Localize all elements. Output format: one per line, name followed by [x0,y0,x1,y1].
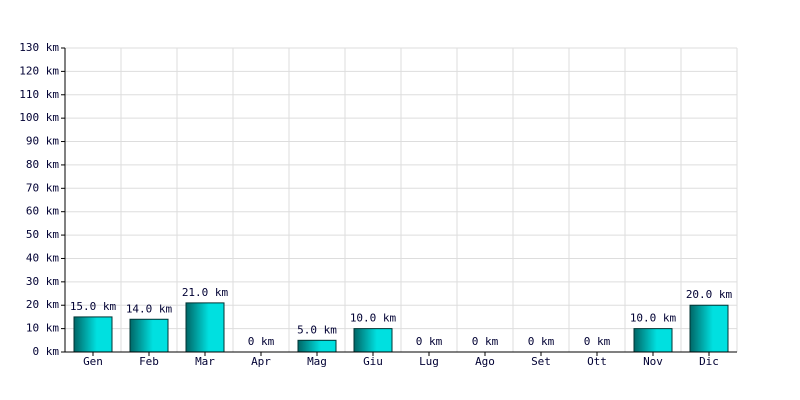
x-tick-label: Apr [251,355,271,368]
data-label: 20.0 km [686,288,733,301]
x-tick-label: Ott [587,355,607,368]
x-tick-label: Giu [363,355,383,368]
y-tick-label: 40 km [26,251,59,264]
y-tick-label: 60 km [26,205,59,218]
bar [353,328,393,353]
y-tick-label: 10 km [26,322,59,335]
y-tick-label: 100 km [19,111,59,124]
y-tick-label: 80 km [26,158,59,171]
bar [689,304,729,353]
y-tick-label: 30 km [26,275,59,288]
bar [633,328,673,353]
x-tick-label: Dic [699,355,719,368]
y-tick-label: 110 km [19,88,59,101]
x-tick-label: Feb [139,355,159,368]
y-tick-label: 90 km [26,135,59,148]
data-label: 0 km [248,335,275,348]
x-tick-label: Mag [307,355,327,368]
x-tick-label: Gen [83,355,103,368]
y-tick-label: 120 km [19,64,59,77]
data-label: 15.0 km [70,300,117,313]
y-tick-label: 130 km [19,41,59,54]
bar [129,318,169,353]
y-tick-label: 20 km [26,298,59,311]
x-tick-label: Lug [419,355,439,368]
data-label: 10.0 km [350,312,397,325]
bar [297,339,337,353]
y-tick-label: 50 km [26,228,59,241]
data-label: 5.0 km [297,323,337,336]
data-label: 0 km [416,335,443,348]
data-label: 0 km [472,335,499,348]
x-tick-label: Mar [195,355,215,368]
data-label: 0 km [584,335,611,348]
bar [185,302,225,353]
bar [73,316,113,353]
x-tick-label: Ago [475,355,495,368]
y-tick-label: 0 km [33,345,60,358]
y-tick-label: 70 km [26,181,59,194]
data-label: 21.0 km [182,286,229,299]
data-label: 10.0 km [630,312,677,325]
x-tick-label: Set [531,355,551,368]
x-tick-label: Nov [643,355,663,368]
data-label: 14.0 km [126,302,173,315]
data-label: 0 km [528,335,555,348]
